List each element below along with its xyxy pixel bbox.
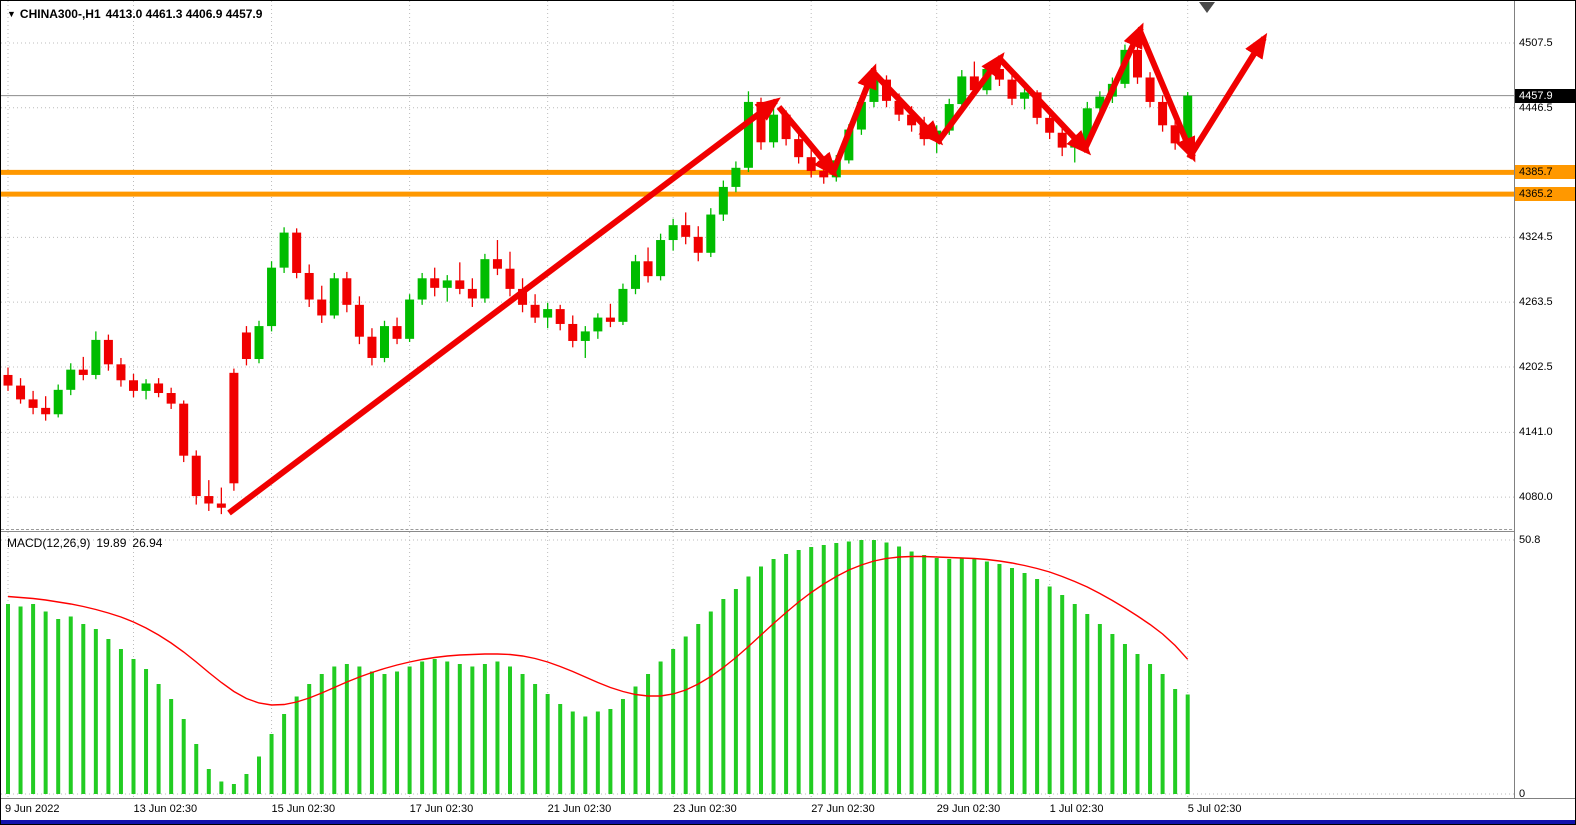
time-axis-label: 13 Jun 02:30 — [133, 803, 198, 815]
price-axis-label: 4446.5 — [1519, 101, 1553, 114]
indicator-name: MACD(12,26,9) — [7, 536, 91, 550]
time-axis-label: 23 Jun 02:30 — [673, 803, 737, 815]
macd-indicator-panel[interactable]: MACD(12,26,9) 19.89 26.94 — [1, 532, 1514, 798]
bottom-border-bar — [1, 820, 1575, 824]
time-axis-label: 1 Jul 02:30 — [1049, 803, 1104, 815]
macd-chart — [1, 532, 1514, 798]
price-axis-label: 4263.5 — [1519, 296, 1553, 309]
time-axis-label: 9 Jun 2022 — [5, 803, 60, 815]
signal-value: 26.94 — [132, 536, 163, 550]
time-axis-label: 5 Jul 02:30 — [1187, 803, 1242, 815]
price-axis-label: 4507.5 — [1519, 36, 1553, 49]
macd-axis-label: 50.8 — [1519, 534, 1541, 546]
price-axis-label: 4457.9 — [1515, 88, 1575, 103]
time-axis-label: 21 Jun 02:30 — [547, 803, 612, 815]
price-axis-label: 4141.0 — [1519, 426, 1553, 439]
time-axis-label: 15 Jun 02:30 — [271, 803, 336, 815]
macd-value: 19.89 — [96, 536, 127, 550]
candlestick-chart[interactable] — [1, 1, 1514, 529]
macd-label: MACD(12,26,9) 19.89 26.94 — [7, 536, 168, 550]
time-axis[interactable]: 9 Jun 2022 13 Jun 02:30 15 Jun 02:30 17 Jun… — [1, 798, 1575, 821]
chart-title: ▼ CHINA300-,H1 4413.0 4461.3 4406.9 4457.9 — [7, 7, 267, 21]
time-axis-label: 27 Jun 02:30 — [811, 803, 875, 815]
symbol-period-label: CHINA300-,H1 — [19, 7, 101, 21]
time-axis-label: 29 Jun 02:30 — [936, 803, 1001, 815]
price-axis-label: 4324.5 — [1519, 231, 1553, 244]
price-axis[interactable]: 4507.5 4457.9 4446.5 4324.5 4263.5 4202.5 4141… — [1514, 1, 1575, 800]
time-axis-label: 17 Jun 02:30 — [409, 803, 474, 815]
panel-splitter[interactable] — [1, 529, 1575, 532]
level-price-label: 4385.7 — [1515, 165, 1575, 180]
ohlc-values: 4413.0 4461.3 4406.9 4457.9 — [105, 7, 263, 21]
price-axis-label: 4202.5 — [1519, 360, 1553, 373]
price-chart-panel[interactable]: ▼ CHINA300-,H1 4413.0 4461.3 4406.9 4457.9 — [1, 1, 1514, 529]
macd-axis-label: 0 — [1519, 788, 1526, 800]
level-price-label: 4365.2 — [1515, 187, 1575, 202]
price-axis-label: 4080.0 — [1519, 491, 1553, 504]
mouse-cursor-icon — [1199, 2, 1215, 13]
symbol-dropdown-icon[interactable]: ▼ — [7, 9, 16, 19]
